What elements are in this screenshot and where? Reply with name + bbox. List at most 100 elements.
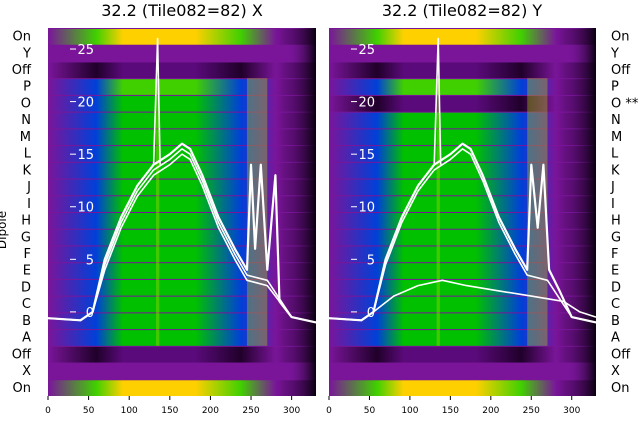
heatmap-row xyxy=(48,330,316,346)
y-tick-label: 10 xyxy=(77,201,94,216)
y-tick-label: 15 xyxy=(358,148,375,163)
dipole-label: B xyxy=(611,314,620,329)
dipole-label: G xyxy=(611,230,621,245)
dipole-label: Y xyxy=(610,46,619,61)
heatmap-row xyxy=(48,162,316,179)
dipole-label: A xyxy=(22,331,31,346)
y-tick-label: 25 xyxy=(77,43,94,58)
y-tick-label: 20 xyxy=(358,96,375,111)
dipole-label: L xyxy=(611,147,619,162)
dipole-label: M xyxy=(611,130,622,145)
heatmap-row xyxy=(48,112,316,129)
series-line xyxy=(47,142,317,324)
dipole-label: D xyxy=(611,280,621,295)
dipole-label: X xyxy=(611,364,620,379)
dipole-label: Off xyxy=(611,63,631,78)
series-line xyxy=(328,142,597,324)
heatmap-row xyxy=(48,229,316,246)
dipole-label: X xyxy=(22,364,31,379)
y-tick-label: 20 xyxy=(77,96,94,111)
dipole-label: L xyxy=(24,147,32,162)
x-tick-label: 150 xyxy=(442,406,459,416)
series-line xyxy=(47,153,317,324)
dipole-label: C xyxy=(22,297,31,312)
dipole-label: H xyxy=(611,214,621,229)
x-tick-label: 250 xyxy=(523,406,540,416)
dipole-label: K xyxy=(611,163,620,178)
heatmap-stripe xyxy=(436,78,440,346)
chart-title-x: 32.2 (Tile082=82) X xyxy=(101,1,263,20)
heatmap-row xyxy=(48,129,316,146)
heatmap-row xyxy=(48,29,316,45)
x-tick-label: 200 xyxy=(482,406,499,416)
x-tick-label: 150 xyxy=(161,406,178,416)
dipole-label: On xyxy=(611,30,629,45)
y-tick-label: 25 xyxy=(358,43,375,58)
dipole-label: Off xyxy=(12,63,32,78)
x-tick-label: 50 xyxy=(364,406,376,416)
heatmap-row xyxy=(329,229,596,246)
dipole-label: N xyxy=(21,113,31,128)
dipole-label: A xyxy=(611,331,620,346)
x-tick-label: 50 xyxy=(83,406,95,416)
heatmap-row xyxy=(48,296,316,313)
heatmap-row xyxy=(329,95,596,112)
x-tick-label: 100 xyxy=(121,406,138,416)
dipole-label: On xyxy=(13,30,31,45)
heatmap-row xyxy=(329,346,596,363)
heatmap-row xyxy=(48,313,316,330)
heatmap-edge-shade xyxy=(566,28,596,396)
dipole-label: Off xyxy=(611,347,631,362)
y-tick-label: 10 xyxy=(358,201,375,216)
dipole-label: I xyxy=(611,197,615,212)
dipole-label: P xyxy=(23,80,31,95)
heatmap-row xyxy=(329,279,596,296)
x-tick-label: 300 xyxy=(563,406,580,416)
heatmap-row xyxy=(329,246,596,263)
dipole-label: F xyxy=(611,247,618,262)
dipole-label: K xyxy=(22,163,31,178)
y-tick-label: 15 xyxy=(77,148,94,163)
heatmap-row xyxy=(329,330,596,346)
dipole-label: E xyxy=(611,264,619,279)
x-tick-label: 250 xyxy=(242,406,259,416)
panel-x: 32.2 (Tile082=82) X Dipole OnYOffPONMLKJ… xyxy=(0,1,317,416)
dipole-label: I xyxy=(27,197,31,212)
dipole-label: C xyxy=(611,297,620,312)
dipole-label: B xyxy=(22,314,31,329)
dipole-label: Off xyxy=(12,347,32,362)
dipole-label: P xyxy=(611,80,619,95)
heatmap-row xyxy=(48,62,316,79)
series-line xyxy=(152,37,161,165)
x-tick-label: 200 xyxy=(202,406,219,416)
heatmap-row xyxy=(329,62,596,79)
heatmap-row xyxy=(329,29,596,45)
heatmap-row xyxy=(48,346,316,363)
x-tick-label: 0 xyxy=(326,406,332,416)
dipole-label: F xyxy=(24,247,31,262)
chart-title-y: 32.2 (Tile082=82) Y xyxy=(382,1,543,20)
dipole-label: O xyxy=(21,96,31,111)
dipole-label: E xyxy=(23,264,31,279)
heatmap-row xyxy=(329,380,596,396)
dipole-label: Y xyxy=(22,46,31,61)
series-line xyxy=(328,148,597,324)
heatmap-row xyxy=(329,313,596,330)
heatmap-row xyxy=(48,380,316,396)
heatmap-row xyxy=(329,129,596,146)
dipole-label: J xyxy=(610,180,615,195)
dipole-label: J xyxy=(26,180,31,195)
heatmap-row xyxy=(329,296,596,313)
series-line xyxy=(328,279,597,322)
series-line xyxy=(433,37,442,165)
dipole-label: H xyxy=(21,214,31,229)
x-tick-label: 0 xyxy=(45,406,51,416)
heatmap-row xyxy=(48,279,316,296)
heatmap-edge-shade xyxy=(286,28,316,396)
heatmap-row xyxy=(48,79,316,95)
heatmap-row xyxy=(329,179,596,196)
x-tick-label: 300 xyxy=(283,406,300,416)
y-tick-label: 5 xyxy=(86,253,94,268)
